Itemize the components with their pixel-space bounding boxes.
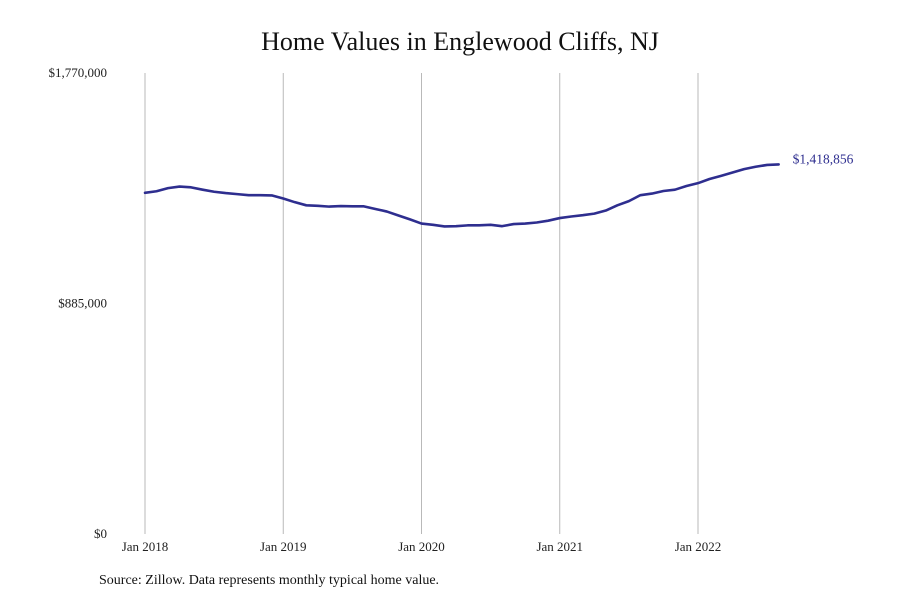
x-tick-label: Jan 2020 [398, 539, 445, 554]
x-tick-label: Jan 2018 [122, 539, 169, 554]
y-tick-label: $885,000 [58, 296, 107, 311]
y-tick-label: $0 [94, 526, 107, 541]
grid-layer [144, 73, 699, 534]
series-layer: $1,418,856 [143, 151, 854, 228]
source-note: Source: Zillow. Data represents monthly … [99, 573, 440, 588]
chart-title: Home Values in Englewood Cliffs, NJ [261, 27, 659, 56]
series-line [143, 163, 780, 228]
axis-labels: Jan 2018 Jan 2019 Jan 2020 Jan 2021 Jan 2022… [49, 65, 722, 554]
x-tick-label: Jan 2021 [536, 539, 583, 554]
x-tick-label: Jan 2022 [675, 539, 722, 554]
y-tick-label: $1,770,000 [49, 65, 108, 80]
end-value-label: $1,418,856 [793, 151, 854, 166]
x-tick-label: Jan 2019 [260, 539, 307, 554]
